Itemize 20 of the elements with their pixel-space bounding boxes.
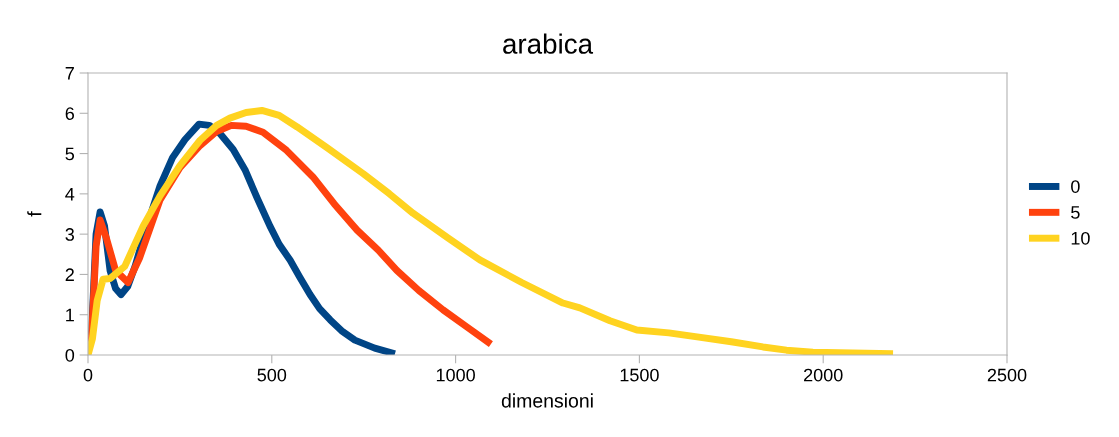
y-tick-label: 5 bbox=[65, 147, 75, 161]
y-tick-label: 7 bbox=[65, 67, 74, 80]
x-tick-label: 500 bbox=[257, 368, 287, 382]
y-tick-label: 0 bbox=[65, 348, 75, 362]
chart-title: arabica bbox=[503, 33, 594, 54]
x-tick-label: 0 bbox=[83, 368, 93, 382]
y-tick-label: 1 bbox=[66, 308, 74, 322]
x-tick-label: 2000 bbox=[804, 368, 843, 382]
y-tick-label: 3 bbox=[65, 228, 75, 241]
y-axis-title: f bbox=[27, 211, 42, 217]
y-tick-label: 2 bbox=[65, 268, 74, 281]
legend-label: 0 bbox=[1071, 180, 1080, 193]
x-tick-label: 1500 bbox=[620, 368, 659, 382]
y-tick-label: 6 bbox=[65, 107, 75, 121]
x-tick-label: 1000 bbox=[436, 368, 475, 382]
legend-label: 10 bbox=[1071, 231, 1090, 245]
y-tick-label: 4 bbox=[65, 187, 75, 201]
x-axis-title: dimensioni bbox=[501, 393, 593, 408]
legend-label: 5 bbox=[1071, 206, 1080, 219]
x-tick-label: 2500 bbox=[987, 368, 1027, 382]
